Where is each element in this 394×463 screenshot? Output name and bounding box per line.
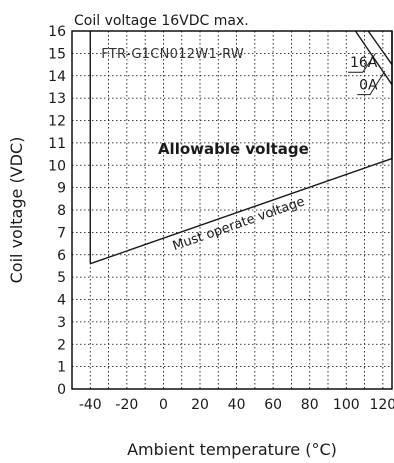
x-tick-label: 60 (264, 397, 282, 413)
y-tick-label: 3 (57, 315, 66, 331)
x-tick-label: 80 (301, 397, 319, 413)
line-0a (367, 30, 393, 65)
chart-title: Coil voltage 16VDC max. (74, 13, 249, 29)
x-tick-label: 20 (191, 397, 209, 413)
line-16a (354, 30, 393, 86)
allowable-voltage-label: Allowable voltage (158, 140, 309, 158)
y-tick-label: 12 (48, 114, 66, 130)
must-operate-voltage-label: Must operate voltage (171, 194, 307, 254)
y-tick-label: 2 (57, 337, 66, 353)
plot-frame (71, 30, 393, 390)
x-tick-label: -20 (115, 397, 138, 413)
label-16a: 16A (350, 55, 378, 71)
y-tick-label: 5 (57, 270, 66, 286)
model-number: FTR-G1CN012W1-RW (101, 47, 244, 62)
must-operate-voltage-line (90, 157, 393, 265)
tick-labels: -40 -20 0 20 40 60 80 100 1200123456789101112131… (48, 24, 394, 413)
y-tick-label: 10 (48, 158, 66, 174)
y-tick-label: 1 (57, 360, 66, 376)
y-tick-label: 0 (57, 382, 66, 398)
y-tick-label: 15 (48, 46, 66, 62)
y-tick-label: 6 (57, 248, 66, 264)
x-tick-label: 40 (228, 397, 246, 413)
leader-16a (348, 53, 376, 73)
y-axis-label: Coil voltage (VDC) (7, 137, 26, 284)
grid-layer (72, 31, 392, 389)
y-tick-label: 14 (48, 69, 66, 85)
x-tick-label: 120 (369, 397, 394, 413)
leader-0a (357, 71, 386, 96)
y-tick-label: 13 (48, 91, 66, 107)
x-tick-label: 0 (159, 397, 168, 413)
y-tick-label: 8 (57, 203, 66, 219)
y-tick-label: 11 (48, 136, 66, 152)
y-tick-label: 7 (57, 225, 66, 241)
x-tick-label: -40 (79, 397, 102, 413)
y-tick-label: 16 (48, 24, 66, 40)
x-tick-label: 100 (333, 397, 360, 413)
label-0a: 0A (359, 77, 378, 93)
y-tick-label: 4 (57, 293, 66, 309)
y-tick-label: 9 (57, 181, 66, 197)
x-axis-label: Ambient temperature (°C) (127, 440, 337, 459)
